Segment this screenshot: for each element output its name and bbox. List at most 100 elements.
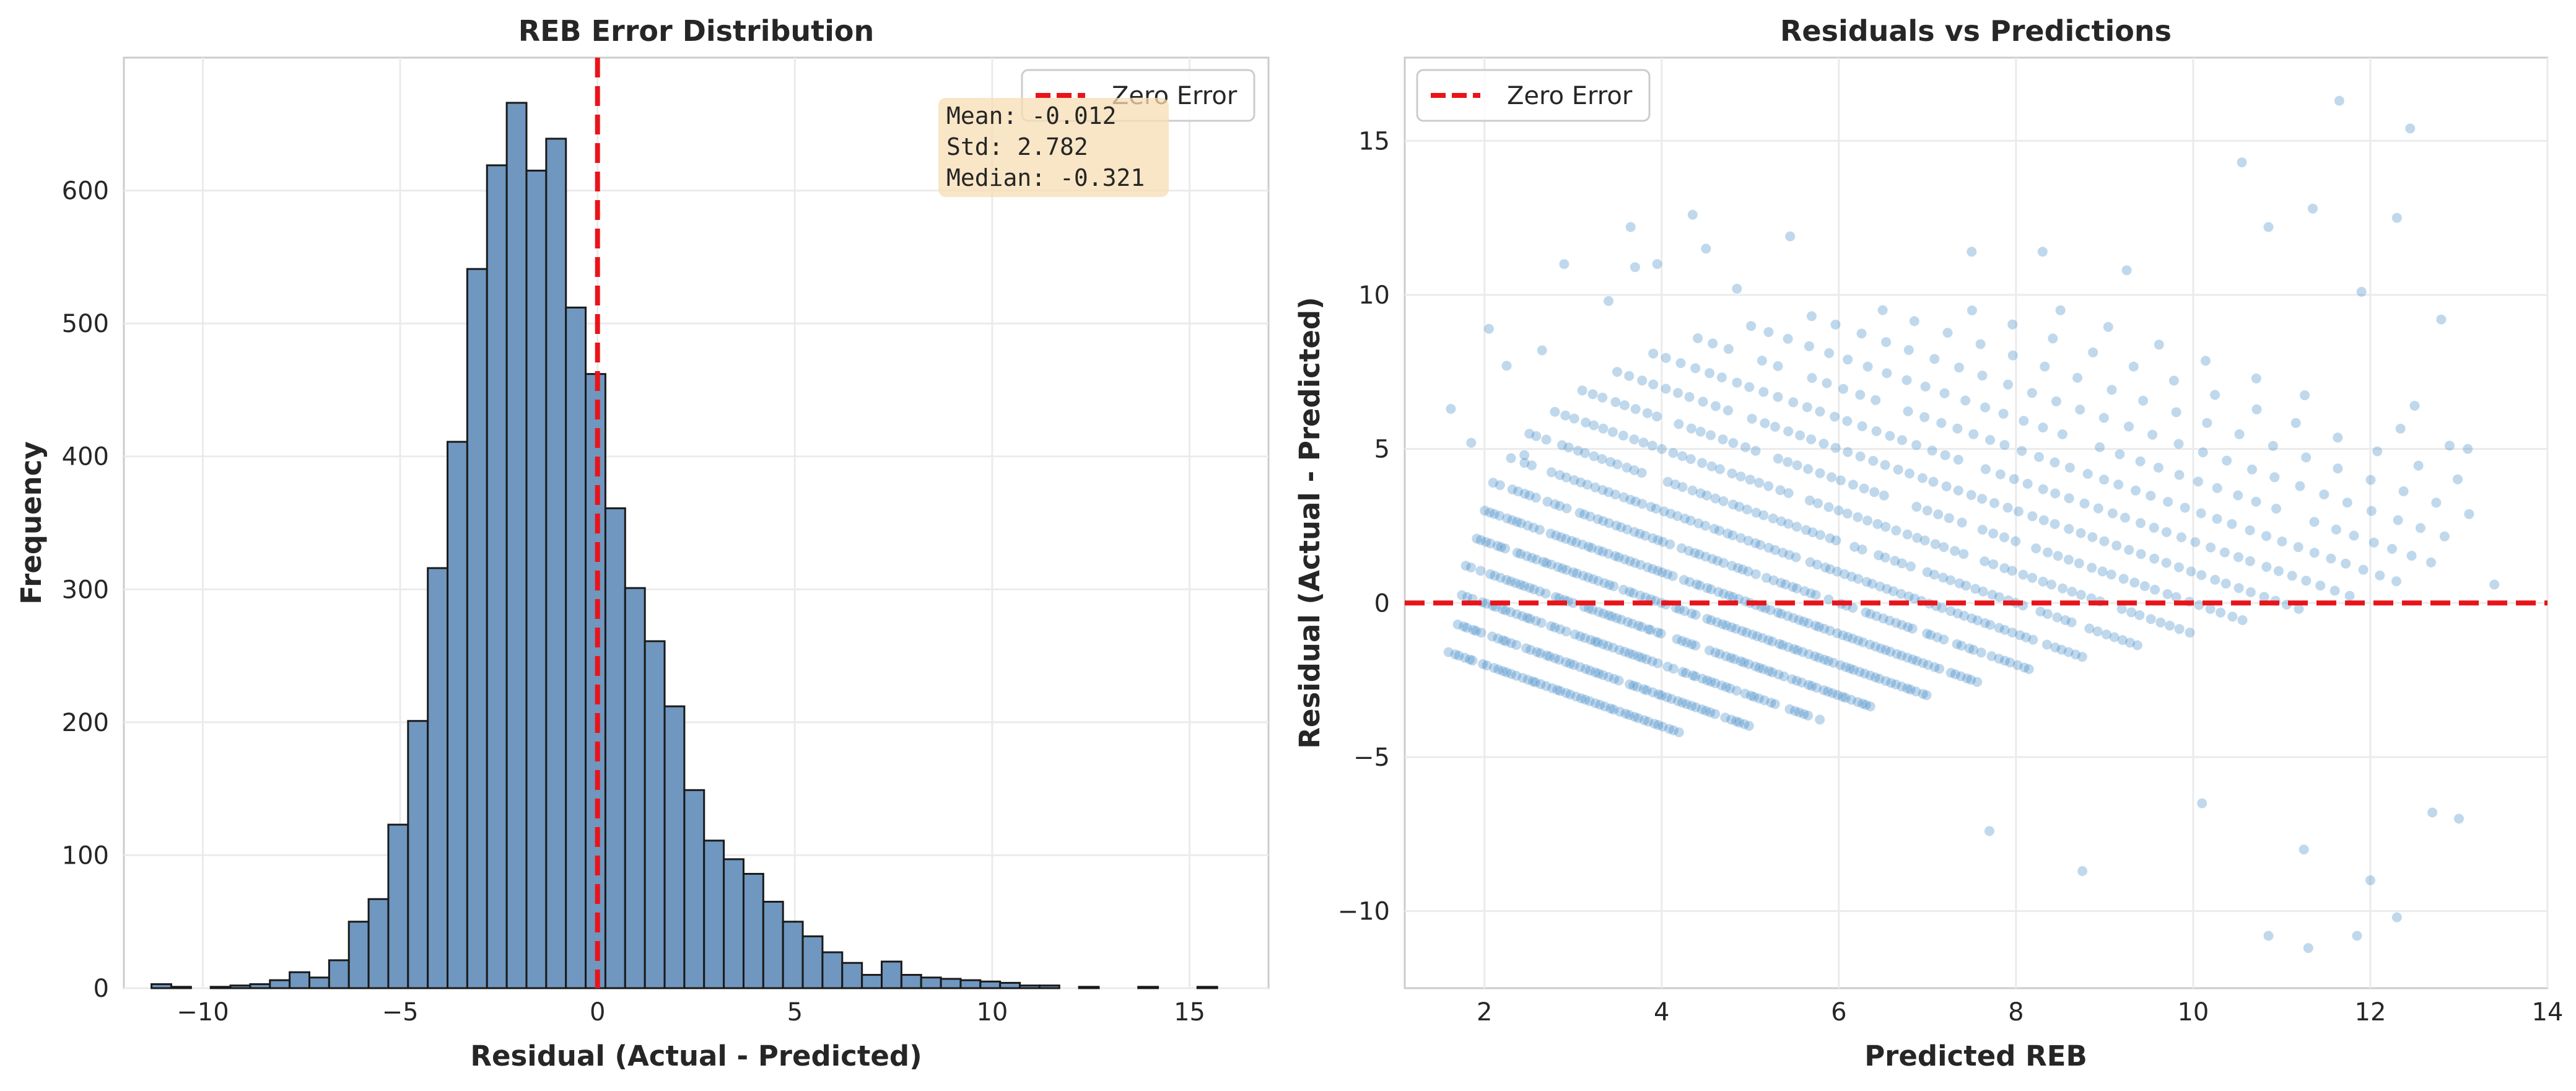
scatter-point	[1884, 615, 1895, 626]
scatter-point	[1459, 621, 1469, 632]
scatter-point	[1755, 540, 1766, 550]
scatter-point	[1593, 638, 1603, 647]
scatter-point	[1723, 405, 1733, 416]
scatter-point	[1624, 710, 1635, 721]
scatter-point	[1832, 566, 1843, 577]
scatter-point	[1857, 545, 1867, 554]
scatter-point	[2040, 361, 2050, 372]
scatter-point	[1940, 450, 1950, 460]
scatter-point	[2128, 361, 2139, 372]
scatter-point	[2186, 566, 2196, 577]
scatter-point	[1739, 719, 1750, 729]
scatter-point	[1783, 333, 1793, 344]
histogram-y-tick-label: 500	[62, 310, 109, 338]
scatter-point	[1729, 654, 1740, 664]
scatter-point	[2009, 474, 2019, 484]
scatter-point	[1587, 389, 1598, 400]
scatter-point	[2300, 390, 2310, 400]
scatter-point	[1569, 660, 1579, 670]
scatter-point	[1718, 434, 1728, 445]
scatter-point	[1985, 620, 1996, 630]
scatter-point	[1953, 455, 1963, 465]
scatter-point	[1460, 561, 1471, 571]
scatter-point	[1875, 581, 1885, 592]
scatter-point	[2018, 569, 2028, 580]
scatter-y-tick-label: −10	[1338, 898, 1390, 926]
scatter-point	[2251, 373, 2261, 383]
scatter-point	[1513, 486, 1523, 497]
histogram-bar	[683, 789, 705, 989]
scatter-point	[1897, 651, 1907, 661]
scatter-point	[1610, 397, 1621, 407]
scatter-point	[1862, 361, 1873, 372]
scatter-point	[2245, 525, 2255, 535]
scatter-point	[1961, 581, 1971, 591]
scatter-point	[1903, 406, 1913, 416]
scatter-point	[1734, 717, 1745, 728]
scatter-point	[1994, 654, 2004, 664]
scatter-point	[2349, 530, 2359, 541]
scatter-panel: 2 4 6 8 10 12 14 −10 −5 0 5 10 15 Zero Error Residu…	[1293, 14, 2563, 1072]
scatter-point	[2038, 423, 2048, 432]
scatter-point	[1980, 618, 1990, 628]
scatter-point	[1475, 566, 1486, 576]
scatter-point	[2071, 649, 2081, 660]
scatter-point	[1511, 578, 1521, 589]
scatter-point	[1701, 706, 1711, 716]
scatter-point	[1843, 632, 1853, 642]
scatter-point	[1575, 631, 1586, 642]
scatter-outlier-point	[2436, 314, 2447, 325]
scatter-point	[1625, 587, 1635, 597]
scatter-point	[1722, 528, 1733, 539]
scatter-point	[1823, 686, 1833, 697]
scatter-point	[1570, 629, 1580, 640]
scatter-outlier-point	[2237, 157, 2247, 168]
scatter-point	[1692, 579, 1702, 590]
scatter-point	[1825, 533, 1835, 543]
scatter-point	[1955, 671, 1966, 681]
scatter-point	[1472, 533, 1482, 544]
scatter-point	[1550, 406, 1560, 417]
scatter-point	[1776, 577, 1786, 588]
histogram-y-axis-label: Frequency	[15, 441, 48, 604]
scatter-point	[1550, 653, 1560, 664]
scatter-point	[1633, 621, 1644, 631]
scatter-point	[1926, 629, 1936, 640]
scatter-point	[2067, 587, 2077, 597]
scatter-point	[1625, 494, 1636, 505]
scatter-point	[1774, 639, 1784, 649]
scatter-point	[1801, 525, 1811, 535]
scatter-point	[1775, 485, 1786, 496]
scatter-point	[1493, 664, 1504, 675]
scatter-point	[2193, 476, 2203, 487]
scatter-point	[1511, 640, 1522, 650]
scatter-point	[1604, 672, 1613, 682]
scatter-point	[2063, 647, 2074, 657]
scatter-point	[2064, 462, 2075, 473]
scatter-point	[1870, 672, 1880, 683]
scatter-point	[2079, 498, 2090, 509]
scatter-point	[1911, 686, 1921, 697]
scatter-point	[1880, 676, 1891, 686]
scatter-point	[1721, 620, 1732, 631]
histogram-title: REB Error Distribution	[518, 14, 875, 48]
scatter-point	[1690, 363, 1701, 374]
scatter-point	[1531, 431, 1542, 441]
scatter-point	[1942, 328, 1953, 338]
scatter-point	[1794, 615, 1804, 625]
scatter-point	[1803, 464, 1814, 475]
scatter-point	[1842, 416, 1853, 426]
histogram-bar	[782, 921, 804, 989]
scatter-point	[1763, 327, 1774, 337]
scatter-point	[1880, 460, 1890, 470]
scatter-point	[1838, 383, 1848, 394]
scatter-point	[2168, 375, 2179, 386]
scatter-point	[2212, 514, 2222, 524]
scatter-point	[1945, 668, 1956, 678]
scatter-point	[2011, 536, 2021, 546]
scatter-point	[1657, 721, 1668, 732]
scatter-outlier-point	[1625, 222, 1636, 232]
scatter-point	[2007, 628, 2017, 638]
scatter-point	[1506, 668, 1516, 679]
histogram-y-tick-label: 300	[62, 576, 109, 604]
